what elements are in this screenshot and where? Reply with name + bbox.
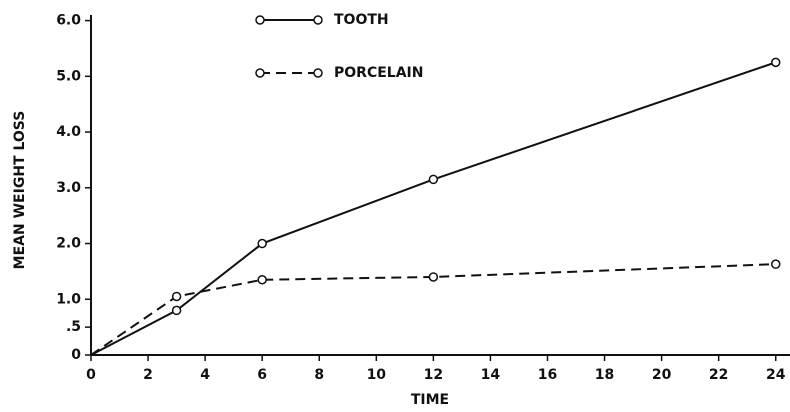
data-point xyxy=(257,275,267,285)
x-tick-label: 2 xyxy=(143,367,153,383)
x-tick-label: 14 xyxy=(481,367,501,383)
series-line xyxy=(90,61,777,356)
data-point xyxy=(171,291,182,302)
data-point xyxy=(428,174,439,185)
x-tick-label: 16 xyxy=(538,367,557,383)
y-tick-label: 4.0 xyxy=(56,124,81,140)
y-axis-label: MEAN WEIGHT LOSS xyxy=(12,111,28,270)
legend-marker xyxy=(255,68,265,78)
series-line xyxy=(90,263,776,356)
legend-marker xyxy=(313,15,323,25)
x-tick-label: 12 xyxy=(424,367,443,383)
y-tick-label: 2.0 xyxy=(56,236,81,252)
x-tick-label: 18 xyxy=(595,367,614,383)
y-tick-label: 5.0 xyxy=(56,68,81,84)
legend-label: PORCELAIN xyxy=(334,65,423,81)
legend-marker xyxy=(313,68,323,78)
x-tick-label: 6 xyxy=(257,367,267,383)
y-tick-label: 0 xyxy=(71,347,81,363)
x-tick-label: 4 xyxy=(200,367,210,383)
x-tick-label: 0 xyxy=(86,367,96,383)
x-tick-label: 22 xyxy=(709,367,728,383)
legend-marker xyxy=(255,15,265,25)
data-point xyxy=(428,272,439,282)
y-tick-label: .5 xyxy=(66,319,81,335)
x-tick-label: 8 xyxy=(314,367,324,383)
data-point xyxy=(257,238,267,249)
data-point xyxy=(770,57,781,68)
x-tick-label: 10 xyxy=(367,367,387,383)
x-axis-label: TIME xyxy=(411,392,449,408)
legend-label: TOOTH xyxy=(334,12,389,28)
y-tick-label: 1.0 xyxy=(56,291,81,307)
x-tick-label: 20 xyxy=(652,367,672,383)
x-tick-label: 24 xyxy=(766,367,786,383)
y-tick-label: 3.0 xyxy=(56,180,81,196)
data-point xyxy=(171,305,182,316)
y-tick-label: 6.0 xyxy=(56,13,81,29)
data-point xyxy=(770,259,781,269)
